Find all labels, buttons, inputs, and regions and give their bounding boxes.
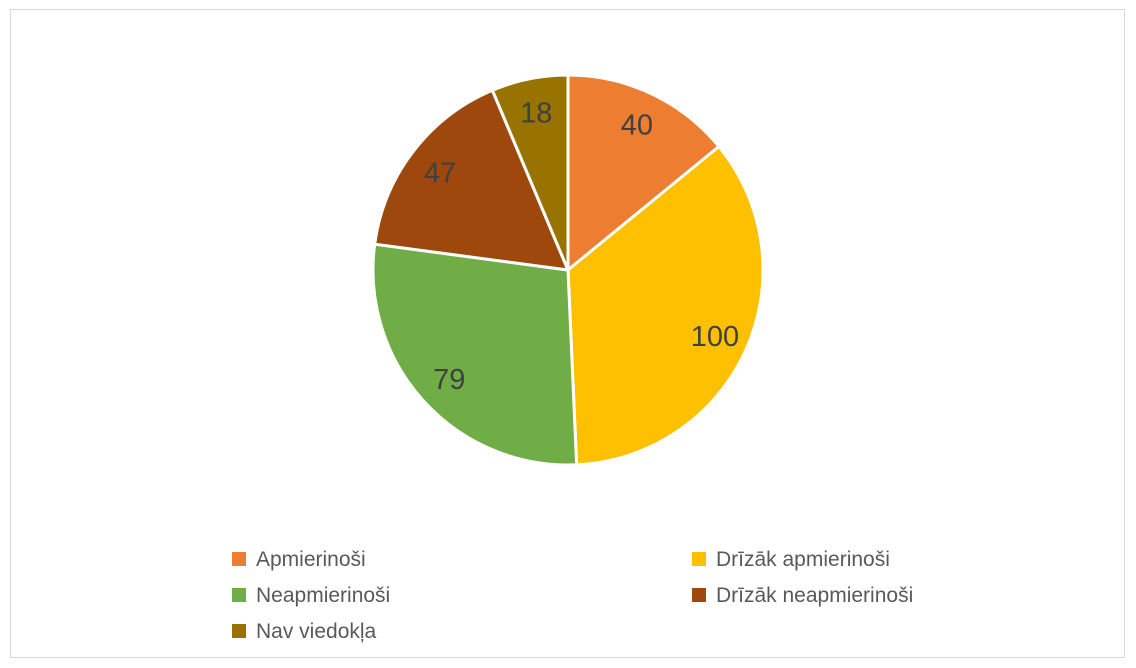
pie-slice-label-apmierinosi: 40: [621, 110, 653, 142]
legend-swatch-drizak-neapmierinosi: [692, 588, 706, 602]
legend-swatch-apmierinosi: [232, 552, 246, 566]
pie-slice-drizak-apmierinosi: [566, 145, 765, 467]
legend-label-nav-viedokla: Nav viedokļa: [256, 619, 377, 643]
legend-item-drizak-neapmierinosi: Drīzāk neapmierinoši: [692, 585, 913, 606]
legend-swatch-drizak-apmierinosi: [692, 552, 706, 566]
pie-slice-nav-viedokla: [490, 73, 570, 272]
pie-slice-label-drizak-neapmierinosi: 47: [424, 157, 456, 189]
legend-item-apmierinosi: Apmierinoši: [232, 549, 692, 570]
legend-label-drizak-neapmierinosi: Drīzāk neapmierinoši: [716, 583, 914, 607]
pie-slice-label-drizak-apmierinosi: 100: [691, 321, 739, 353]
pie-slice-label-neapmierinosi: 79: [433, 364, 465, 396]
pie-slice-drizak-neapmierinosi: [373, 88, 570, 272]
legend-item-nav-viedokla: Nav viedokļa: [232, 621, 692, 642]
legend-label-drizak-apmierinosi: Drīzāk apmierinoši: [716, 547, 890, 571]
pie-slice-apmierinosi: [566, 73, 721, 272]
legend-item-neapmierinosi: Neapmierinoši: [232, 585, 692, 606]
legend-label-apmierinosi: Apmierinoši: [256, 547, 366, 571]
pie-slice-neapmierinosi: [371, 242, 579, 467]
legend-swatch-neapmierinosi: [232, 588, 246, 602]
legend-item-drizak-apmierinosi: Drīzāk apmierinoši: [692, 549, 913, 570]
legend-label-neapmierinosi: Neapmierinoši: [256, 583, 391, 607]
pie-slice-label-nav-viedokla: 18: [520, 97, 552, 129]
legend-swatch-nav-viedokla: [232, 624, 246, 638]
chart-legend: Apmierinoši Drīzāk apmierinoši Neapmieri…: [232, 541, 913, 649]
